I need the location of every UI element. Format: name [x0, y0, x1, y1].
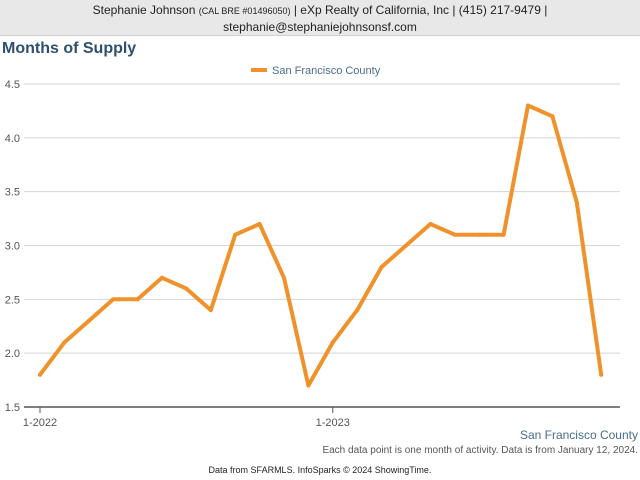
data-point: [233, 232, 238, 237]
data-point: [184, 286, 189, 291]
y-tick-label: 4.0: [5, 133, 20, 145]
y-tick-label: 1.5: [5, 402, 20, 414]
header-line-1: Stephanie Johnson (CAL BRE #01496050) | …: [0, 2, 640, 19]
data-point: [208, 308, 213, 313]
data-point: [550, 114, 555, 119]
x-tick-label: 1-2022: [23, 417, 57, 426]
y-tick-label: 4.5: [5, 79, 20, 91]
y-tick-label: 2.0: [5, 348, 20, 360]
line-chart: 1.5 2.0 2.5 3.0 3.5 4.0 4.5 1-2022 1-2023 San Fra…: [5, 65, 620, 426]
data-point: [330, 340, 335, 345]
agent-company-phone: | eXp Realty of California, Inc | (415) …: [293, 3, 548, 17]
data-point: [160, 275, 164, 280]
data-point: [62, 340, 67, 345]
footer-credit: Data from SFARMLS. InfoSparks © 2024 Sho…: [208, 465, 432, 475]
data-point: [404, 243, 408, 248]
legend-label: San Francisco County: [272, 65, 381, 77]
data-point: [526, 103, 530, 108]
data-point: [599, 372, 604, 377]
data-point: [477, 232, 482, 237]
data-point: [428, 221, 433, 226]
data-point: [257, 221, 262, 226]
agent-header: Stephanie Johnson (CAL BRE #01496050) | …: [0, 0, 640, 36]
y-tick-label: 2.5: [5, 294, 20, 306]
data-point: [282, 275, 286, 280]
data-note: Each data point is one month of activity…: [322, 445, 638, 456]
series-line: [38, 103, 604, 388]
data-point: [38, 372, 42, 377]
page-title: Months of Supply: [2, 40, 137, 57]
data-point: [355, 308, 360, 313]
agent-name: Stephanie Johnson: [92, 3, 196, 17]
data-point: [452, 232, 457, 237]
y-tick-label: 3.5: [5, 187, 20, 199]
data-point: [86, 318, 91, 323]
x-tick-label: 1-2023: [316, 417, 350, 426]
region-label: San Francisco County: [519, 428, 638, 442]
data-point: [501, 232, 506, 237]
data-point: [135, 297, 140, 302]
agent-email: stephanie@stephaniejohnsonsf.com: [223, 20, 417, 34]
data-point: [111, 297, 116, 302]
data-point: [574, 200, 579, 205]
agent-license: (CAL BRE #01496050): [198, 6, 291, 16]
y-tick-label: 3.0: [5, 241, 20, 253]
data-point: [306, 383, 311, 388]
data-point: [379, 265, 384, 270]
